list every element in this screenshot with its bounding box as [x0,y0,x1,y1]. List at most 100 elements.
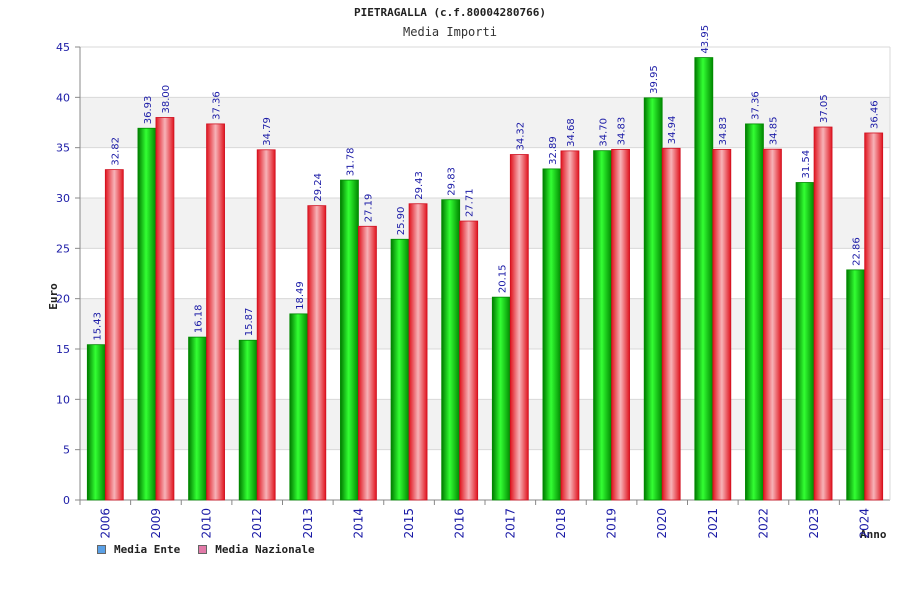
data-label-ente: 16.18 [194,304,205,333]
y-tick-label: 35 [56,142,70,155]
x-tick-label: 2006 [98,508,112,539]
bar-ente [846,269,866,501]
bar-nazionale [712,148,732,501]
bar-nazionale [256,149,276,501]
data-label-nazionale: 34.68 [566,118,577,147]
y-tick-label: 5 [63,444,70,457]
bar-ente [643,97,663,501]
data-label-ente: 39.95 [649,65,660,94]
data-label-nazionale: 34.79 [262,117,273,146]
bar-nazionale [408,203,428,501]
data-label-ente: 36.93 [143,96,154,125]
data-label-nazionale: 34.32 [515,122,526,151]
data-label-nazionale: 37.36 [212,91,223,120]
x-tick-label: 2013 [301,508,315,539]
data-label-ente: 43.95 [700,25,711,54]
x-tick-label: 2022 [756,508,770,539]
bar-ente [694,57,714,501]
y-tick-label: 20 [56,293,70,306]
x-tick-label: 2019 [605,508,619,539]
legend-item-ente: Media Ente [97,543,180,556]
data-label-ente: 20.15 [497,265,508,294]
chart-subtitle: Media Importi [403,25,497,39]
y-tick-label: 15 [56,343,70,356]
data-label-ente: 34.70 [599,118,610,147]
data-label-nazionale: 27.71 [465,188,476,217]
grid-band [80,47,890,98]
legend-label-nazionale: Media Nazionale [215,543,315,556]
bar-ente [188,336,207,501]
bar-nazionale [611,148,630,501]
x-tick-label: 2009 [149,508,163,539]
bar-ente [593,150,612,501]
bar-nazionale [104,169,124,501]
bar-nazionale [560,150,580,501]
data-label-nazionale: 34.83 [617,117,628,146]
data-label-nazionale: 37.05 [819,94,830,123]
legend-swatch-ente [97,545,106,554]
bar-layer [86,57,884,501]
data-label-ente: 29.83 [447,167,458,196]
data-label-ente: 25.90 [396,207,407,236]
bar-nazionale [206,123,225,501]
bar-ente [542,168,562,501]
data-label-ente: 37.36 [750,91,761,120]
bar-ente [86,344,106,501]
data-label-nazionale: 34.83 [718,117,729,146]
x-tick-label: 2018 [554,508,568,539]
bar-nazionale [155,117,175,501]
bar-nazionale [763,148,782,501]
legend-swatch-nazionale [198,545,208,554]
bar-nazionale [307,205,327,501]
x-tick-label: 2010 [200,508,214,539]
data-label-nazionale: 32.82 [110,137,121,166]
y-tick-label: 45 [56,41,70,54]
label-layer: 15.43 32.82 36.93 38.00 16.18 37.36 15.87 34.79… [92,25,880,341]
bar-ente [340,179,359,501]
bar-ente [289,313,309,501]
x-tick-label: 2012 [250,508,264,539]
data-label-nazionale: 36.46 [870,100,881,129]
legend: Media Ente Media Nazionale [97,543,315,556]
bar-ente [795,182,815,501]
data-label-ente: 18.49 [295,281,306,310]
x-tick-label: 2015 [402,508,416,539]
data-label-ente: 31.54 [801,150,812,179]
bar-ente [238,339,258,501]
x-tick-label: 2017 [503,508,517,539]
data-label-ente: 31.78 [345,147,356,176]
data-label-nazionale: 29.24 [313,173,324,202]
bar-nazionale [661,147,681,501]
bar-nazionale [358,225,377,501]
data-label-nazionale: 38.00 [161,85,172,114]
y-tick-label: 25 [56,242,70,255]
legend-item-nazionale: Media Nazionale [198,543,315,556]
bar-nazionale [459,220,479,501]
x-axis-label: Anno [860,528,887,541]
x-tick-label: 2021 [706,508,720,539]
data-label-nazionale: 27.19 [363,194,374,223]
data-label-nazionale: 34.94 [667,116,678,145]
chart-title: PIETRAGALLA (c.f.80004280766) [353,6,547,19]
y-tick-label: 0 [63,494,70,507]
bar-nazionale [509,154,529,501]
bar-ente [390,238,410,501]
data-label-ente: 22.86 [852,237,863,266]
y-tick-label: 40 [56,91,70,104]
x-tick-label: 2014 [351,508,365,539]
data-label-ente: 32.89 [548,136,559,165]
x-tick-label: 2016 [453,508,467,539]
bar-nazionale [864,132,884,501]
y-tick-label: 10 [56,393,70,406]
bar-ente [137,127,157,501]
x-tick-label: 2024 [858,508,872,539]
x-tick-label: 2023 [807,508,821,539]
data-label-nazionale: 34.85 [768,117,779,146]
bar-nazionale [813,126,833,501]
bar-ente [745,123,764,501]
x-tick-label: 2020 [655,508,669,539]
data-label-nazionale: 29.43 [414,171,425,200]
axis-layer: 0 5 10 15 20 25 30 35 40 45 2006 2009 2010 2012 2013 20… [56,41,891,539]
